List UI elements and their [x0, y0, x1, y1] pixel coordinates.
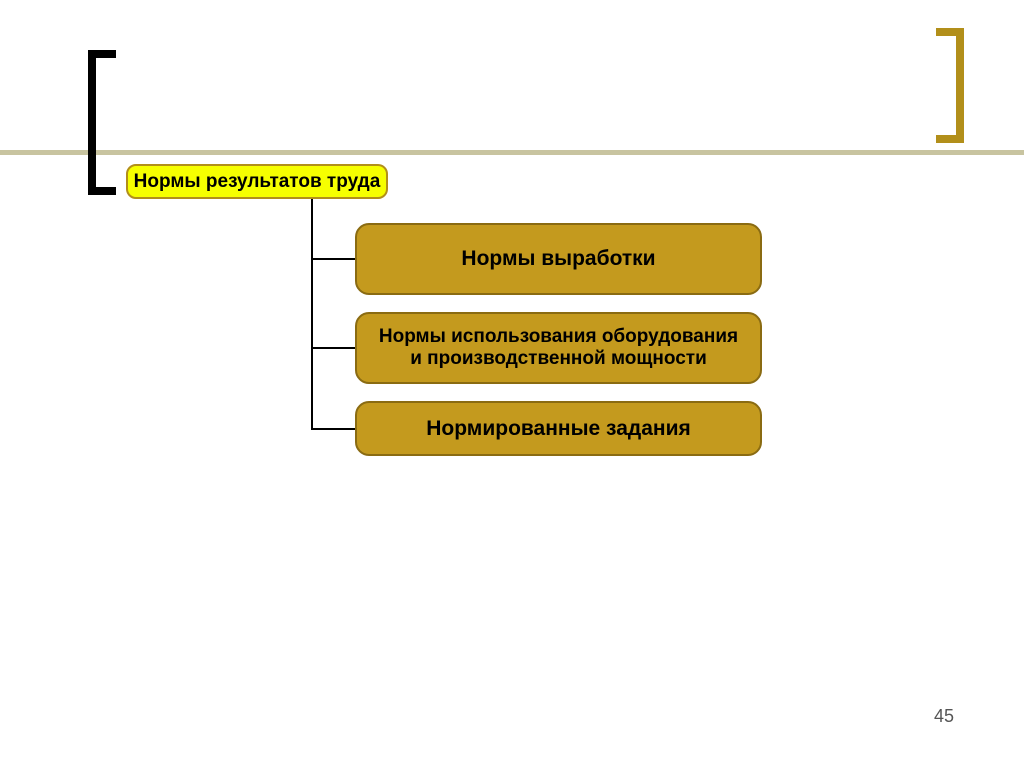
diagram-child-node: Нормы использования оборудования и произ… — [355, 312, 762, 384]
root-label: Нормы результатов труда — [134, 171, 381, 193]
connector-branch — [311, 258, 355, 260]
decorative-horizontal-line — [0, 150, 1024, 155]
connector-branch — [311, 428, 355, 430]
child-label: Нормы использования оборудования и произ… — [377, 326, 740, 370]
child-label: Нормы выработки — [461, 247, 655, 271]
diagram-child-node: Нормы выработки — [355, 223, 762, 295]
child-label: Нормированные задания — [426, 417, 690, 441]
diagram-child-node: Нормированные задания — [355, 401, 762, 456]
right-bracket-decoration — [936, 28, 964, 143]
connector-branch — [311, 347, 355, 349]
page-number: 45 — [934, 706, 954, 727]
diagram-root-node: Нормы результатов труда — [126, 164, 388, 199]
connector-trunk — [311, 199, 313, 429]
left-bracket-decoration — [88, 50, 116, 195]
